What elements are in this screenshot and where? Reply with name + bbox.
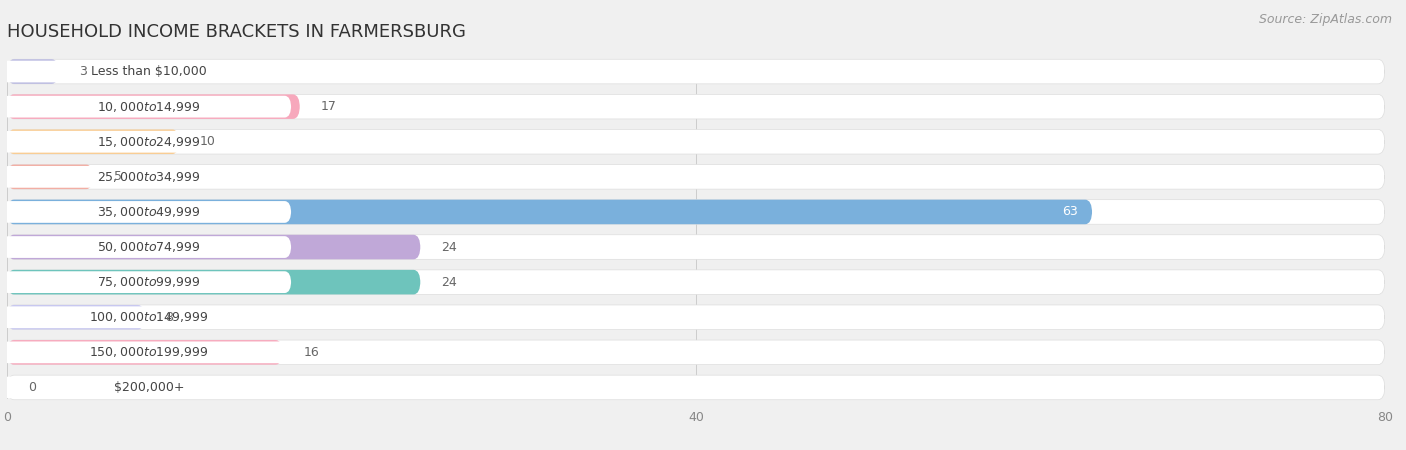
Text: 16: 16 [304,346,319,359]
FancyBboxPatch shape [7,270,420,294]
Text: $15,000 to $24,999: $15,000 to $24,999 [97,135,201,149]
Text: $50,000 to $74,999: $50,000 to $74,999 [97,240,201,254]
FancyBboxPatch shape [7,165,93,189]
FancyBboxPatch shape [1,96,291,117]
Text: $25,000 to $34,999: $25,000 to $34,999 [97,170,201,184]
Text: $75,000 to $99,999: $75,000 to $99,999 [97,275,201,289]
Text: 8: 8 [166,311,173,324]
FancyBboxPatch shape [7,200,1092,224]
Text: Source: ZipAtlas.com: Source: ZipAtlas.com [1258,14,1392,27]
FancyBboxPatch shape [7,165,1385,189]
FancyBboxPatch shape [1,236,291,258]
FancyBboxPatch shape [1,61,291,82]
FancyBboxPatch shape [7,305,1385,329]
FancyBboxPatch shape [7,235,420,259]
FancyBboxPatch shape [7,59,59,84]
Text: HOUSEHOLD INCOME BRACKETS IN FARMERSBURG: HOUSEHOLD INCOME BRACKETS IN FARMERSBURG [7,23,465,41]
Text: 0: 0 [28,381,35,394]
Text: 63: 63 [1063,206,1078,218]
Text: $35,000 to $49,999: $35,000 to $49,999 [97,205,201,219]
FancyBboxPatch shape [7,94,1385,119]
FancyBboxPatch shape [7,130,180,154]
FancyBboxPatch shape [7,270,1385,294]
Text: $200,000+: $200,000+ [114,381,184,394]
FancyBboxPatch shape [1,306,291,328]
FancyBboxPatch shape [1,201,291,223]
FancyBboxPatch shape [1,377,291,398]
FancyBboxPatch shape [7,59,1385,84]
FancyBboxPatch shape [7,305,145,329]
FancyBboxPatch shape [1,131,291,153]
Text: $10,000 to $14,999: $10,000 to $14,999 [97,99,201,114]
FancyBboxPatch shape [7,130,1385,154]
FancyBboxPatch shape [7,340,283,364]
FancyBboxPatch shape [7,94,299,119]
FancyBboxPatch shape [1,342,291,363]
FancyBboxPatch shape [7,375,1385,400]
Text: $100,000 to $149,999: $100,000 to $149,999 [90,310,209,324]
Text: Less than $10,000: Less than $10,000 [91,65,207,78]
FancyBboxPatch shape [7,235,1385,259]
Text: 17: 17 [321,100,336,113]
FancyBboxPatch shape [1,166,291,188]
FancyBboxPatch shape [7,340,1385,364]
FancyBboxPatch shape [7,200,1385,224]
FancyBboxPatch shape [1,271,291,293]
Text: 10: 10 [200,135,215,148]
Text: 24: 24 [441,276,457,288]
Text: $150,000 to $199,999: $150,000 to $199,999 [90,345,209,360]
Text: 5: 5 [114,171,122,183]
Text: 3: 3 [79,65,87,78]
Text: 24: 24 [441,241,457,253]
